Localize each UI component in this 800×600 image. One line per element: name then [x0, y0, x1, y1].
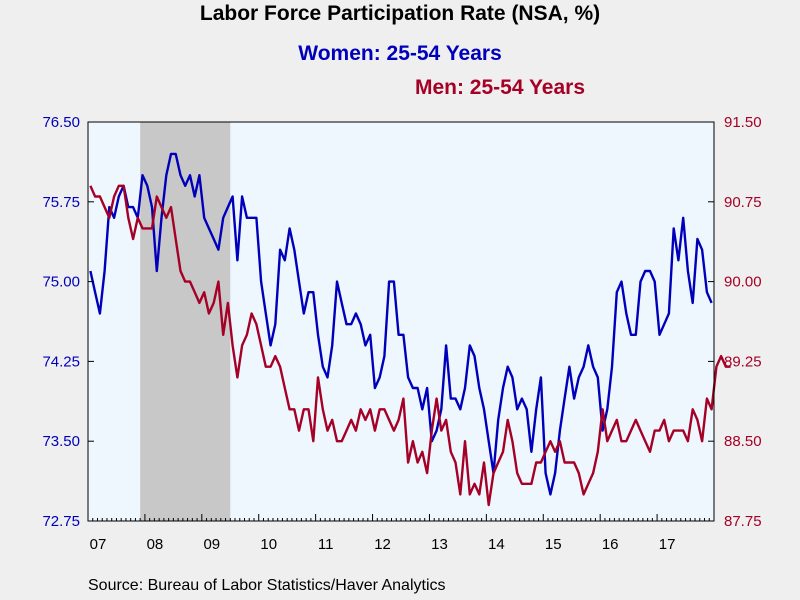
right-axis-tick-label: 91.50 [724, 114, 762, 131]
x-axis-tick-label: 13 [431, 536, 448, 553]
legend-women: Women: 25-54 Years [298, 42, 502, 65]
x-axis-tick-label: 09 [203, 536, 220, 553]
left-axis-tick-label: 73.50 [42, 433, 80, 450]
left-axis-tick-label: 74.25 [42, 353, 80, 370]
left-axis-tick-label: 72.75 [42, 513, 80, 530]
x-axis-tick-label: 11 [318, 536, 334, 553]
right-axis-tick-label: 89.25 [724, 353, 762, 370]
right-axis-tick-label: 90.75 [724, 194, 762, 211]
x-axis-tick-label: 14 [488, 536, 505, 553]
legend-men: Men: 25-54 Years [414, 76, 586, 99]
chart-title: Labor Force Participation Rate (NSA, %) [199, 2, 601, 25]
women-series-line [89, 152, 713, 496]
x-axis-tick-label: 12 [374, 536, 391, 553]
x-axis-tick-label: 17 [659, 536, 676, 553]
right-axis-tick-label: 87.75 [724, 513, 762, 530]
x-axis-tick-label: 15 [545, 536, 562, 553]
x-axis-tick-label: 08 [147, 536, 164, 553]
source-note: Source: Bureau of Labor Statistics/Haver… [88, 577, 446, 594]
recession-shading [140, 122, 231, 521]
right-axis-tick-label: 88.50 [724, 433, 762, 450]
men-series-line [89, 184, 731, 507]
left-axis-tick-label: 76.50 [42, 114, 80, 131]
left-axis-tick-label: 75.00 [42, 274, 80, 291]
x-axis-tick-label: 07 [90, 536, 107, 553]
x-axis-tick-label: 10 [260, 536, 277, 553]
right-axis-tick-label: 90.00 [724, 274, 762, 291]
x-axis-tick-label: 16 [602, 536, 619, 553]
left-axis-tick-label: 75.75 [42, 194, 80, 211]
